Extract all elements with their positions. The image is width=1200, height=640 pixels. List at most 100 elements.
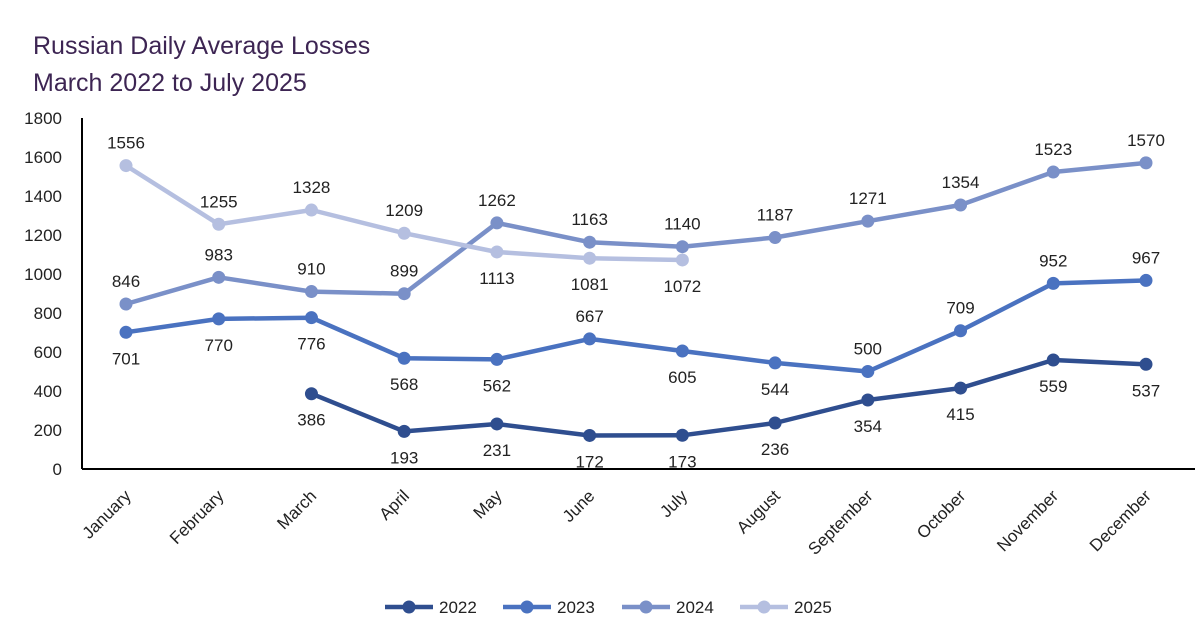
- data-point-2024: [1139, 156, 1153, 170]
- x-tick-label: March: [273, 486, 320, 533]
- y-tick-label: 1000: [24, 265, 62, 284]
- data-label-2023: 701: [112, 349, 140, 368]
- data-point-2023: [768, 356, 782, 370]
- data-label-2022: 415: [946, 405, 974, 424]
- data-point-2024: [490, 216, 504, 230]
- data-point-2023: [583, 332, 597, 346]
- data-label-2022: 193: [390, 448, 418, 467]
- data-label-2023: 667: [575, 307, 603, 326]
- data-label-2025: 1556: [107, 134, 145, 153]
- data-label-2023: 500: [854, 340, 882, 359]
- series-line-2022: [309, 357, 1149, 438]
- y-tick-label: 1400: [24, 187, 62, 206]
- series-line-2023: [123, 278, 1149, 374]
- data-point-2024: [675, 240, 689, 254]
- data-point-2022: [583, 428, 597, 442]
- y-tick-label: 1800: [24, 109, 62, 128]
- data-point-2023: [304, 311, 318, 325]
- data-label-2024: 1140: [664, 215, 701, 234]
- data-label-2025: 1113: [479, 269, 514, 288]
- data-label-2023: 544: [761, 380, 789, 399]
- data-label-2025: 1255: [200, 192, 238, 211]
- data-point-2025: [490, 245, 504, 259]
- data-label-2024: 1570: [1127, 131, 1165, 150]
- data-label-2025: 1072: [663, 277, 701, 296]
- data-point-2024: [768, 231, 782, 245]
- data-label-2022: 386: [297, 411, 325, 430]
- legend-marker-2022: [402, 600, 416, 614]
- data-label-2024: 910: [297, 260, 325, 279]
- data-label-2023: 770: [205, 336, 233, 355]
- data-point-2025: [119, 159, 133, 173]
- data-point-2022: [490, 417, 504, 431]
- data-point-2022: [675, 428, 689, 442]
- data-point-2024: [304, 285, 318, 299]
- x-tick-label: October: [913, 486, 969, 542]
- data-point-2023: [861, 365, 875, 378]
- x-tick-label: January: [79, 486, 136, 543]
- data-label-2024: 899: [390, 262, 418, 281]
- data-point-2024: [861, 214, 875, 228]
- legend-marker-2023: [520, 600, 534, 614]
- data-label-2022: 231: [483, 441, 511, 460]
- x-tick-label: September: [804, 486, 876, 558]
- y-tick-label: 200: [34, 421, 62, 440]
- data-point-2022: [861, 393, 875, 407]
- data-label-2024: 1354: [942, 173, 980, 192]
- data-point-2025: [675, 253, 689, 267]
- data-label-2022: 354: [854, 417, 882, 436]
- data-point-2022: [1046, 353, 1060, 367]
- data-point-2023: [490, 352, 504, 366]
- chart-title-block: Russian Daily Average Losses March 2022 …: [33, 28, 370, 102]
- data-label-2025: 1328: [293, 178, 331, 197]
- data-label-2023: 562: [483, 376, 511, 395]
- data-point-2022: [304, 387, 318, 401]
- legend-label-2025: 2025: [794, 598, 832, 617]
- data-point-2025: [583, 251, 597, 265]
- y-tick-label: 0: [53, 460, 62, 479]
- data-label-2024: 846: [112, 272, 140, 291]
- data-label-2024: 1187: [757, 206, 794, 225]
- data-point-2025: [397, 226, 411, 240]
- data-label-2024: 1163: [571, 210, 608, 229]
- y-tick-label: 600: [34, 343, 62, 362]
- data-point-2024: [119, 297, 133, 311]
- data-point-2022: [397, 424, 411, 438]
- data-point-2023: [1046, 276, 1060, 290]
- data-point-2022: [768, 416, 782, 430]
- data-label-2023: 967: [1132, 248, 1160, 267]
- data-label-2023: 776: [297, 335, 325, 354]
- x-tick-label: December: [1086, 486, 1155, 555]
- data-label-2024: 1262: [478, 191, 516, 210]
- data-label-2025: 1081: [571, 275, 609, 294]
- x-tick-label: February: [166, 486, 228, 548]
- x-tick-label: June: [559, 486, 599, 526]
- data-label-2022: 173: [668, 452, 696, 471]
- x-tick-label: July: [656, 486, 691, 521]
- legend-label-2022: 2022: [439, 598, 477, 617]
- data-label-2023: 568: [390, 375, 418, 394]
- data-label-2024: 1271: [849, 189, 887, 208]
- data-point-2023: [212, 312, 226, 326]
- data-label-2025: 1209: [385, 201, 423, 220]
- data-label-2022: 559: [1039, 377, 1067, 396]
- data-point-2023: [397, 351, 411, 365]
- legend-marker-2025: [757, 600, 771, 614]
- data-point-2024: [583, 235, 597, 249]
- data-point-2023: [954, 324, 968, 338]
- data-label-2024: 1523: [1034, 140, 1072, 159]
- data-point-2024: [1046, 165, 1060, 179]
- x-tick-label: May: [470, 486, 506, 522]
- data-point-2025: [304, 203, 318, 217]
- data-point-2024: [397, 287, 411, 301]
- chart-title: Russian Daily Average Losses: [33, 32, 371, 60]
- data-label-2023: 605: [668, 368, 696, 387]
- data-point-2024: [954, 198, 968, 212]
- data-point-2023: [1139, 273, 1153, 287]
- data-point-2025: [212, 217, 226, 231]
- data-label-2022: 236: [761, 440, 789, 459]
- data-label-2022: 172: [575, 452, 603, 471]
- data-point-2023: [119, 325, 133, 339]
- x-tick-label: April: [376, 486, 413, 523]
